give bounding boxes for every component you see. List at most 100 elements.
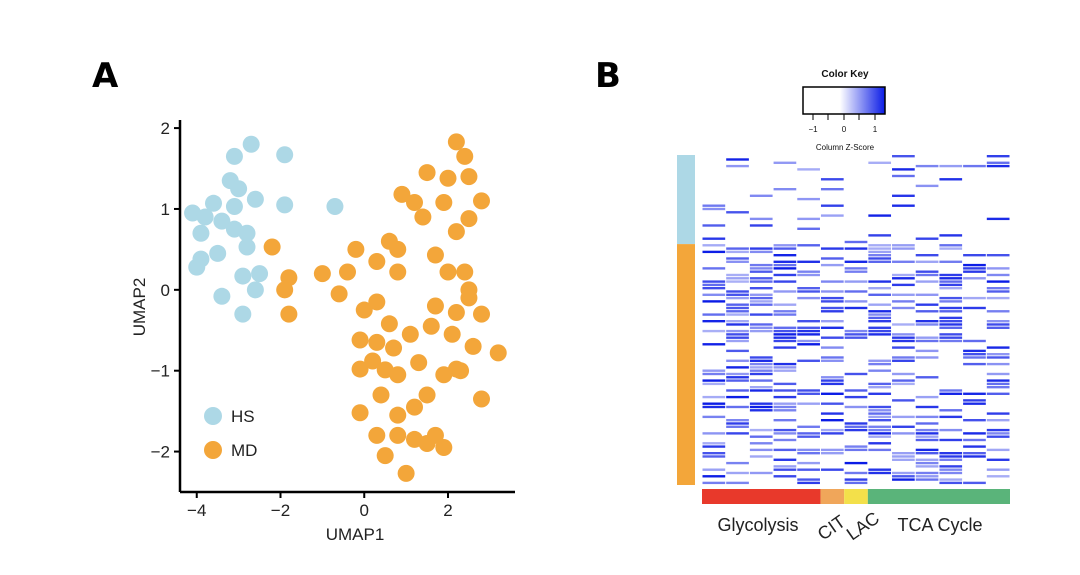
heatmap-cell	[749, 280, 773, 283]
heatmap-cell	[868, 234, 892, 237]
scatter-point-md	[393, 185, 411, 203]
heatmap-cell	[986, 362, 1010, 366]
heatmap-cell	[749, 270, 773, 273]
heatmap-cell	[844, 405, 868, 409]
heatmap-cell	[986, 155, 1010, 158]
heatmap-cell	[892, 333, 915, 336]
heatmap-cell	[892, 359, 915, 362]
heatmap-cell	[844, 448, 868, 452]
heatmap-cell	[892, 277, 915, 280]
heatmap-cell	[749, 247, 773, 250]
heatmap-cell	[986, 412, 1010, 415]
heatmap-cell	[986, 379, 1010, 382]
heatmap-cell	[986, 356, 1010, 359]
heatmap-cell	[726, 158, 749, 161]
heatmap-cell	[915, 478, 939, 481]
heatmap-cell	[797, 435, 820, 438]
scatter-legend: HS MD	[204, 407, 257, 460]
heatmap-cell	[820, 320, 844, 323]
heatmap-cell	[939, 409, 963, 412]
heatmap-cell	[844, 445, 868, 448]
heatmap-cell	[820, 290, 844, 293]
heatmap-cell	[963, 392, 986, 395]
scatter-point-md	[368, 333, 386, 351]
heatmap-cell	[702, 250, 726, 254]
heatmap-cell	[749, 448, 773, 452]
heatmap-cell	[820, 306, 844, 310]
heatmap-cell	[963, 270, 986, 273]
heatmap-cell	[986, 475, 1010, 478]
heatmap-cell	[820, 280, 844, 283]
heatmap-cell	[868, 257, 892, 260]
scatter-point-md	[263, 238, 281, 256]
heatmap-cell	[892, 478, 915, 481]
heatmap-cell	[797, 392, 820, 395]
heatmap-cell	[892, 204, 915, 207]
scatter-point-md	[385, 339, 403, 357]
heatmap-cell	[844, 478, 868, 481]
heatmap-cell	[773, 260, 797, 263]
heatmap-cell	[749, 442, 773, 445]
heatmap-cell	[749, 287, 773, 290]
heatmap-cell	[986, 310, 1010, 313]
heatmap-cell	[726, 257, 749, 260]
heatmap-cell	[820, 412, 844, 415]
heatmap-cell	[726, 329, 749, 333]
heatmap-cell	[844, 280, 868, 283]
heatmap-cell	[868, 293, 892, 296]
heatmap-cell	[986, 287, 1010, 290]
heatmap-cell	[702, 300, 726, 303]
col-group-label: Glycolysis	[717, 515, 798, 535]
heatmap-cell	[868, 392, 892, 395]
heatmap-cell	[986, 161, 1010, 164]
heatmap-cell	[986, 267, 1010, 270]
color-key-tick-label: 1	[873, 125, 878, 134]
heatmap-cell	[726, 395, 749, 399]
heatmap-cell	[892, 346, 915, 349]
scatter-point-md	[447, 133, 465, 151]
heatmap-cell	[820, 402, 844, 405]
heatmap-cell	[844, 290, 868, 293]
heatmap-cell	[773, 339, 797, 343]
heatmap-cell	[773, 188, 797, 191]
heatmap-cell	[915, 376, 939, 379]
legend-marker-hs	[204, 407, 222, 425]
heatmap-cell	[726, 333, 749, 336]
heatmap-cell	[797, 320, 820, 323]
heatmap-cell	[773, 369, 797, 372]
heatmap-cell	[702, 415, 726, 419]
heatmap-cell	[749, 366, 773, 369]
heatmap-cell	[986, 353, 1010, 356]
heatmap-cell	[702, 283, 726, 287]
heatmap-cell	[749, 313, 773, 316]
scatter-point-md	[351, 404, 369, 422]
x-axis-title: UMAP1	[326, 525, 385, 544]
heatmap-cell	[868, 382, 892, 386]
heatmap-cell	[749, 471, 773, 475]
heatmap-cell	[726, 336, 749, 339]
heatmap-cell	[986, 458, 1010, 461]
heatmap-cell	[963, 349, 986, 353]
heatmap-cell	[702, 267, 726, 270]
heatmap-cell	[726, 293, 749, 296]
heatmap-cell	[773, 438, 797, 442]
panel-label-b: B	[595, 56, 621, 96]
heatmap-cell	[915, 405, 939, 409]
heatmap-cell	[963, 481, 986, 485]
heatmap-cell	[773, 254, 797, 257]
heatmap-cell	[868, 432, 892, 435]
heatmap-cell	[963, 438, 986, 442]
heatmap-cell	[726, 471, 749, 475]
scatter-point-md	[418, 434, 436, 452]
heatmap-cell	[773, 329, 797, 333]
heatmap-cell	[892, 293, 915, 296]
scatter-point-md	[473, 192, 490, 210]
heatmap-cell	[915, 475, 939, 478]
heatmap-cell	[963, 432, 986, 435]
heatmap-cell	[726, 273, 749, 277]
heatmap-cell	[939, 306, 963, 310]
heatmap-cell	[797, 448, 820, 452]
scatter-point-md	[368, 426, 386, 444]
scatter-point-md	[339, 263, 356, 281]
